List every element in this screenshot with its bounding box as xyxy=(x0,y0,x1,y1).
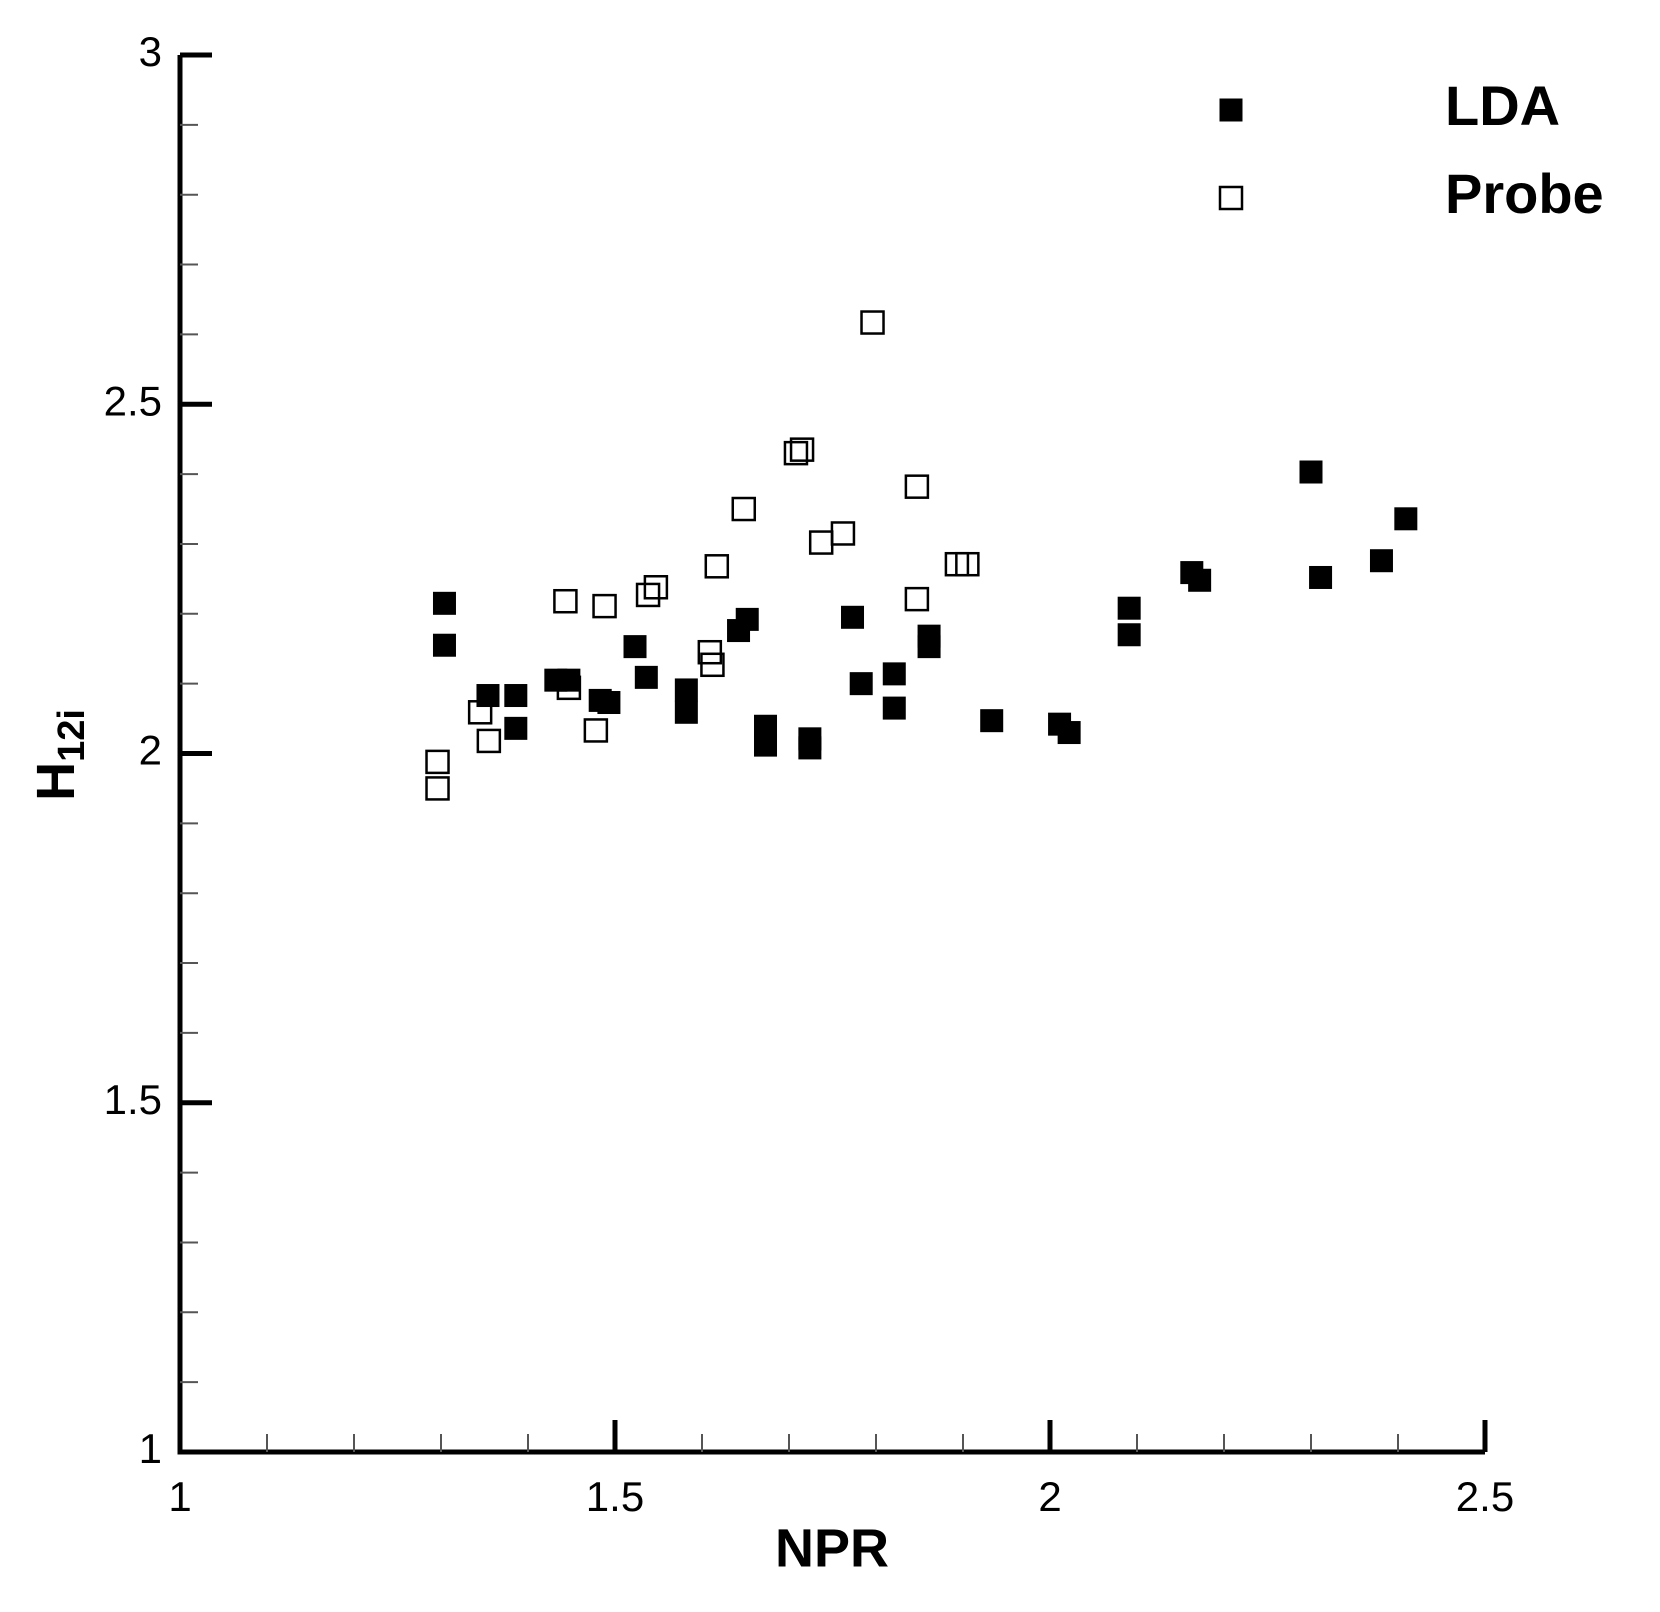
filled-square-marker xyxy=(735,607,759,631)
open-square-marker xyxy=(467,700,493,725)
open-square-marker xyxy=(425,749,450,775)
x-tick-label: 1 xyxy=(168,1473,191,1520)
filled-square-marker xyxy=(504,716,528,740)
open-square-marker xyxy=(955,551,980,577)
open-square-marker xyxy=(904,586,930,612)
open-square-marker xyxy=(860,310,885,335)
open-square-marker xyxy=(808,530,834,555)
open-square-marker xyxy=(704,554,730,579)
open-square-marker xyxy=(830,521,856,546)
filled-square-marker xyxy=(1299,460,1323,484)
filled-square-marker xyxy=(1369,549,1393,573)
open-square-marker xyxy=(556,675,582,701)
y-tick-label: 1.5 xyxy=(104,1076,162,1123)
y-axis-title-main: H xyxy=(26,762,86,801)
filled-square-marker xyxy=(980,709,1004,733)
y-tick-label: 3 xyxy=(139,28,162,75)
y-tick-label: 1 xyxy=(139,1425,162,1472)
filled-square-marker xyxy=(1188,568,1212,592)
open-square-marker xyxy=(643,575,669,600)
filled-square-marker xyxy=(798,736,822,760)
filled-square-marker xyxy=(1219,98,1243,122)
y-tick-label: 2 xyxy=(139,727,162,774)
x-tick-label: 2 xyxy=(1038,1473,1061,1520)
filled-square-marker xyxy=(1117,623,1141,647)
open-square-marker xyxy=(476,728,502,754)
filled-square-marker xyxy=(882,662,906,686)
open-square-marker xyxy=(700,652,725,678)
filled-square-marker xyxy=(882,696,906,720)
open-square-marker xyxy=(635,582,661,608)
y-tick-label: 2.5 xyxy=(104,377,162,424)
filled-square-marker xyxy=(674,678,698,702)
filled-square-marker xyxy=(754,733,778,757)
filled-square-marker xyxy=(557,668,581,692)
legend-label: Probe xyxy=(1445,162,1604,225)
filled-square-marker xyxy=(1309,565,1333,589)
x-tick-label: 1.5 xyxy=(586,1473,644,1520)
filled-square-marker xyxy=(917,635,941,659)
filled-square-marker xyxy=(623,635,647,659)
filled-square-marker xyxy=(1394,507,1418,531)
y-axis-title-sub: 12i xyxy=(51,709,93,762)
filled-square-marker xyxy=(476,684,500,708)
filled-square-marker xyxy=(849,672,873,696)
open-square-marker xyxy=(553,588,578,614)
open-square-marker xyxy=(783,440,809,466)
filled-square-marker xyxy=(597,691,621,715)
open-square-marker xyxy=(592,593,617,619)
open-square-marker xyxy=(697,639,723,665)
filled-square-marker xyxy=(432,633,456,657)
open-square-marker xyxy=(731,496,757,522)
open-square-marker xyxy=(789,437,815,462)
filled-square-marker xyxy=(504,684,528,708)
y-axis-title: H12i xyxy=(26,709,93,801)
filled-square-marker xyxy=(674,700,698,724)
filled-square-marker xyxy=(432,591,456,615)
filled-square-marker xyxy=(634,665,658,689)
open-square-marker xyxy=(904,474,930,499)
open-square-marker xyxy=(425,776,450,801)
filled-square-marker xyxy=(1057,721,1081,745)
x-tick-label: 2.5 xyxy=(1456,1473,1514,1520)
filled-square-marker xyxy=(1117,596,1141,620)
filled-square-marker xyxy=(841,605,865,629)
open-square-marker xyxy=(583,718,609,743)
legend-label: LDA xyxy=(1445,74,1560,137)
x-axis-title: NPR xyxy=(775,1518,889,1578)
open-square-marker xyxy=(1218,185,1244,211)
